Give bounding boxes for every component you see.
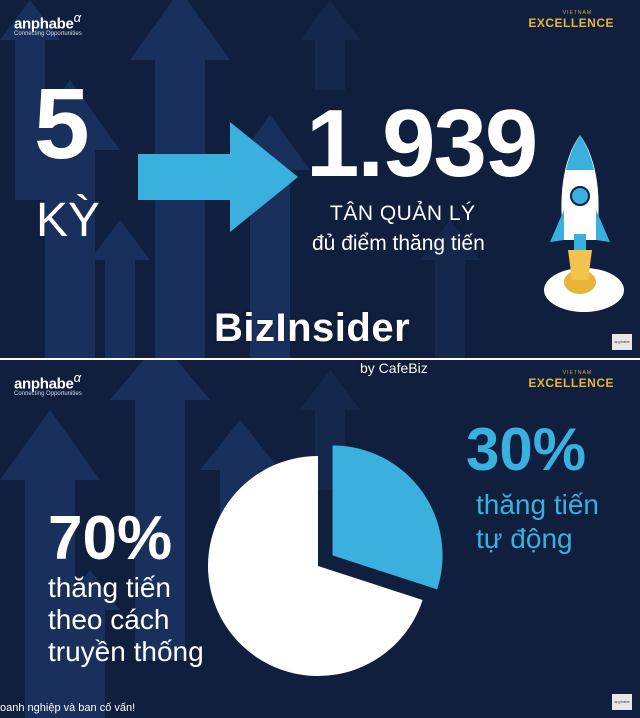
background-arrows (0, 0, 480, 358)
corner-tag: anphabe (612, 694, 632, 710)
slide-promotion-count: anphabeα Connecting Opportunities VIETNA… (0, 0, 640, 358)
vietnam-excellence-logo: VIETNAM EXCELLENCE (528, 10, 614, 30)
promotion-eligibility-label: đủ điểm thăng tiến (312, 232, 485, 255)
rocket-icon (544, 135, 624, 312)
footer-caption: oanh nghiệp và ban cố vấn! (0, 702, 136, 714)
pie-slice-traditional (208, 456, 423, 676)
traditional-promotion-percent: 70% (48, 504, 173, 573)
manager-label: TÂN QUẢN LÝ (330, 202, 476, 225)
auto-promotion-label: thăng tiến tự động (476, 489, 599, 554)
traditional-promotion-label: thăng tiến theo cách truyền thống (48, 572, 204, 667)
vietnam-excellence-logo: VIETNAM EXCELLENCE (528, 370, 614, 390)
period-count: 5 (34, 68, 90, 180)
period-label: KỲ (36, 194, 101, 247)
cafebiz-watermark: by CafeBiz (360, 360, 428, 376)
corner-tag: anphabe (612, 334, 632, 350)
arrow-right-icon (138, 122, 298, 232)
manager-count: 1.939 (306, 90, 538, 197)
auto-promotion-percent: 30% (466, 416, 587, 483)
anphabe-logo: anphabeα Connecting Opportunities (14, 370, 82, 398)
pie-slice-auto (332, 445, 443, 590)
bizinsider-watermark: BizInsider (214, 306, 411, 350)
promotion-pie-chart (208, 445, 443, 676)
slide-promotion-ratio: anphabeα Connecting Opportunities VIETNA… (0, 360, 640, 718)
anphabe-logo: anphabeα Connecting Opportunities (14, 10, 82, 38)
